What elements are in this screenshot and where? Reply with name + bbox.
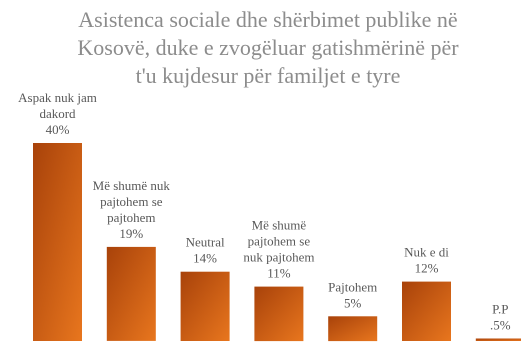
- value-label-0: 40%: [46, 122, 70, 137]
- bar-6: [475, 338, 521, 341]
- bar-4: [328, 316, 378, 342]
- value-label-4: 5%: [344, 295, 362, 310]
- value-label-2: 14%: [193, 251, 217, 266]
- value-label-5: 12%: [415, 261, 439, 276]
- category-label-6-0: P.P: [492, 302, 508, 317]
- bar-3: [254, 286, 304, 342]
- chart-title-line-3: t'u kujdesur për familjet e tyre: [136, 63, 401, 88]
- bar-0: [33, 143, 82, 341]
- value-label-6: .5%: [490, 318, 511, 333]
- category-label-1-1: pajtohem se: [100, 194, 163, 209]
- chart-title-line-2: Kosovë, duke e zvogëluar gatishmërinë pë…: [77, 35, 459, 60]
- value-label-1: 19%: [119, 226, 143, 241]
- category-label-2-0: Neutral: [186, 235, 225, 250]
- category-label-0-1: dakord: [39, 106, 76, 121]
- chart-title-line-1: Asistenca sociale dhe shërbimet publike …: [78, 7, 457, 32]
- value-label-3: 11%: [267, 266, 291, 281]
- bar-2: [180, 271, 230, 341]
- bar-1: [106, 246, 156, 341]
- category-label-3-1: pajtohem se: [248, 234, 311, 249]
- category-label-5-0: Nuk e di: [404, 245, 449, 260]
- bars-group: [33, 143, 521, 342]
- category-label-0-0: Aspak nuk jam: [18, 90, 97, 105]
- bar-5: [402, 281, 451, 341]
- category-label-1-2: pajtohem: [107, 210, 155, 225]
- category-label-1-0: Më shumë nuk: [93, 178, 171, 193]
- category-label-4-0: Pajtohem: [328, 279, 377, 294]
- category-label-3-2: nuk pajtohem: [243, 250, 314, 265]
- category-label-3-0: Më shumë: [252, 218, 307, 233]
